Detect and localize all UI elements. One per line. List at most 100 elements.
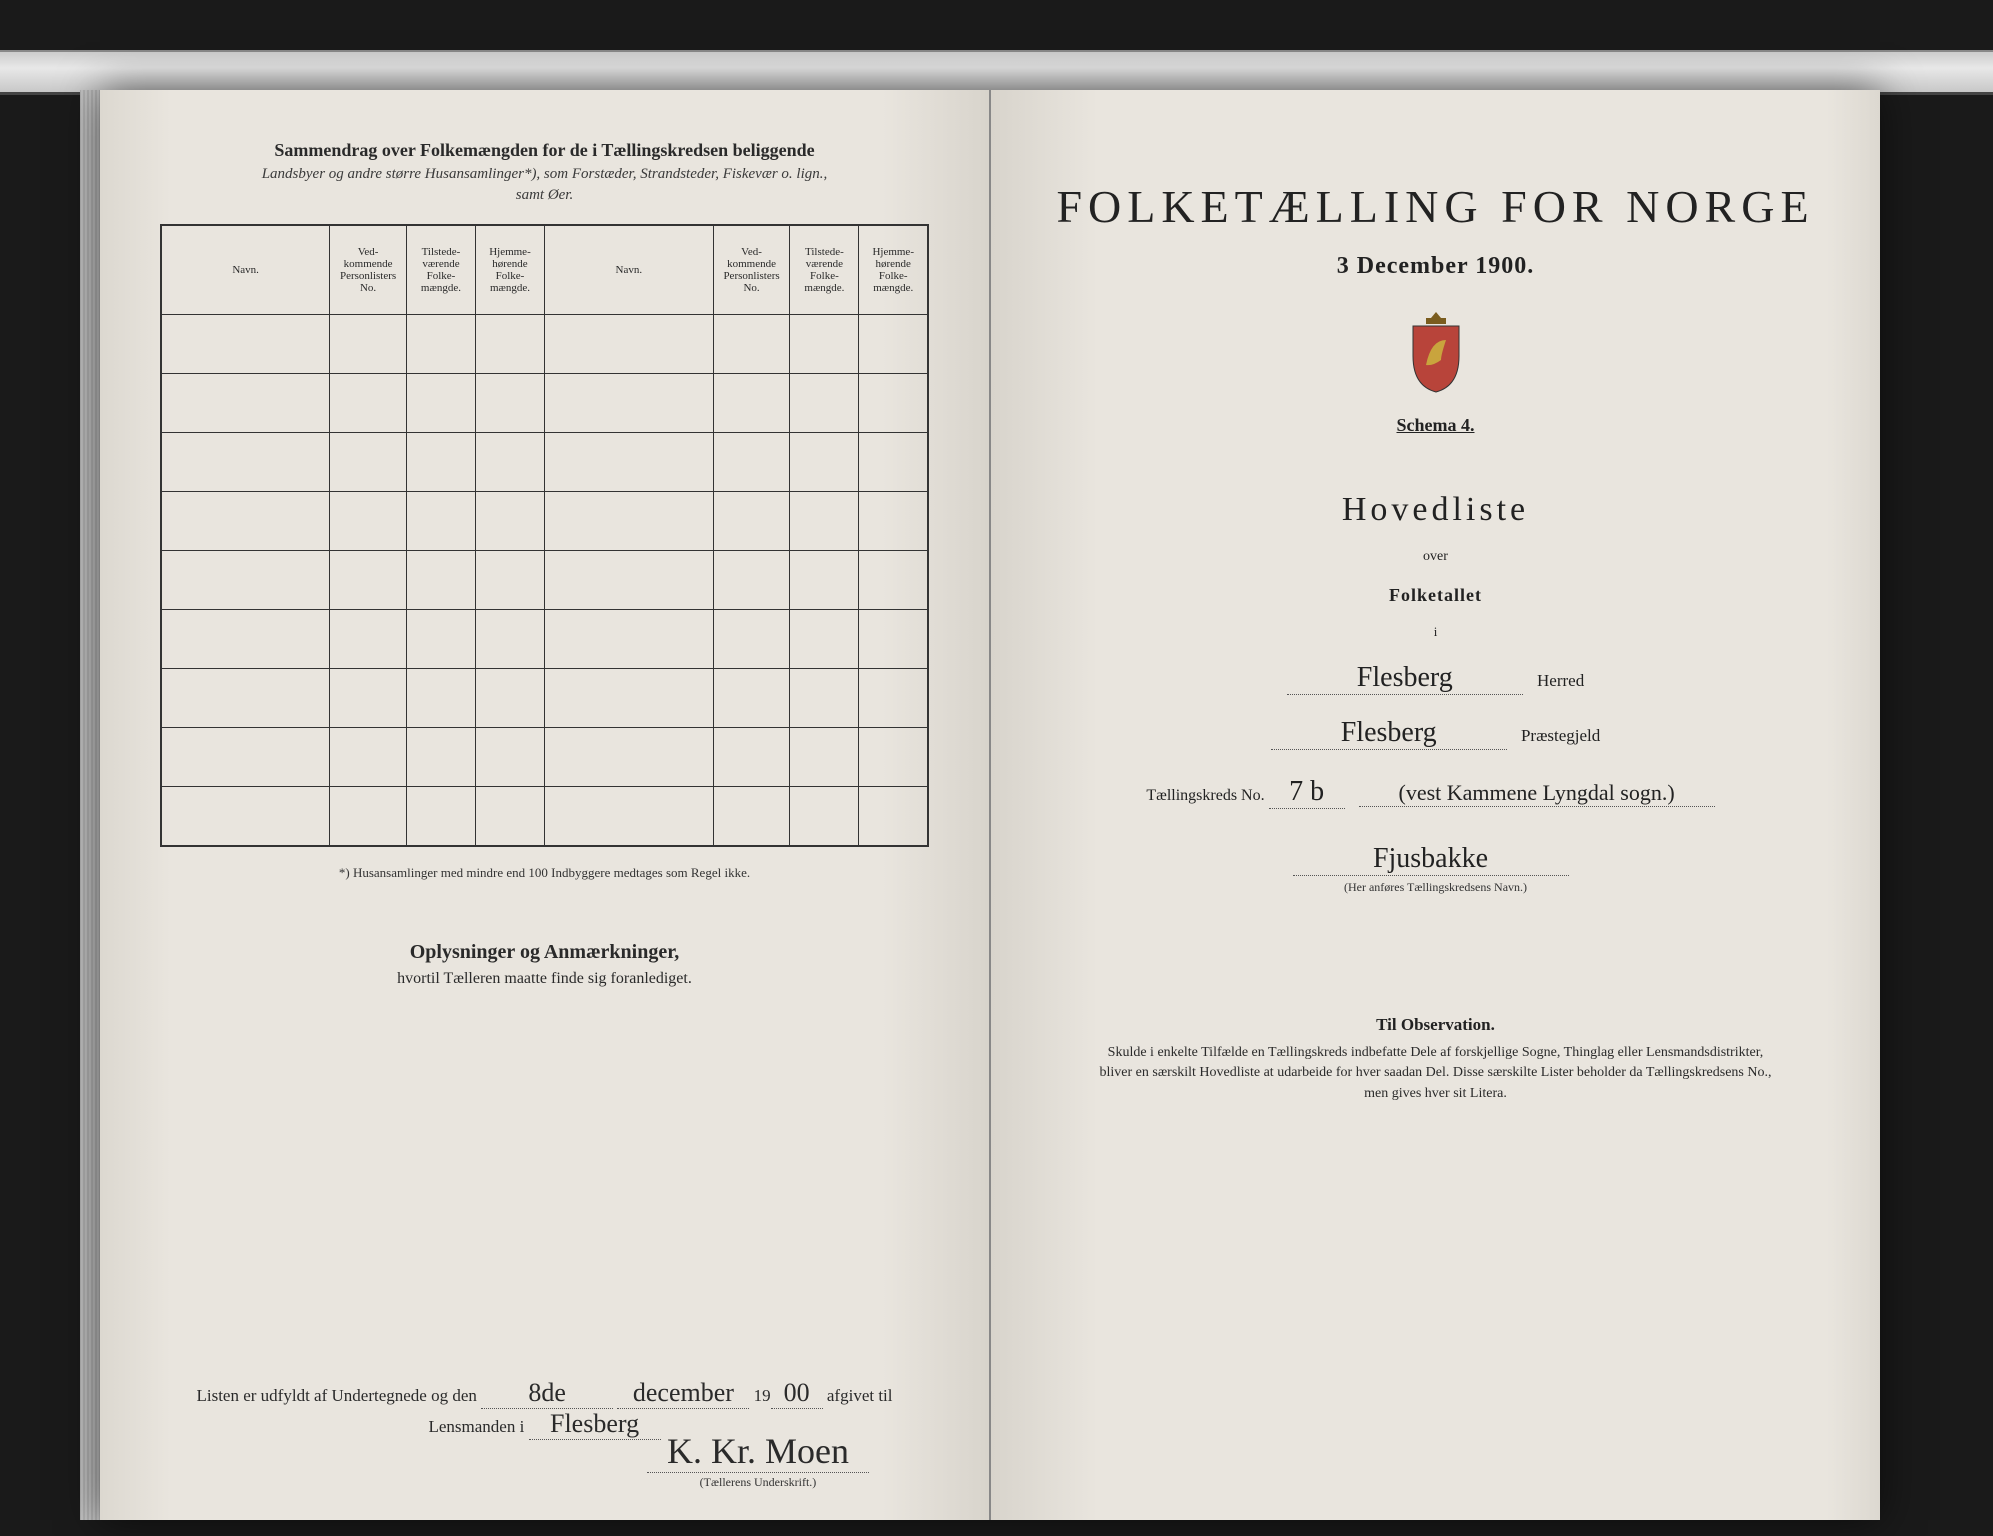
tk-note: (Her anføres Tællingskredsens Navn.) (1051, 880, 1820, 895)
tk-paren: (vest Kammene Lyngdal sogn.) (1359, 780, 1715, 807)
table-column-header: Navn. (161, 225, 330, 315)
table-row (161, 610, 928, 669)
tk-label: Tællingskreds No. (1146, 787, 1264, 804)
signing-prefix: Listen er udfyldt af Undertegnede og den (196, 1386, 476, 1405)
table-cell (859, 374, 928, 433)
left-subheader-2: samt Øer. (160, 187, 929, 204)
table-cell (475, 787, 544, 847)
table-cell (544, 551, 713, 610)
table-cell (406, 669, 475, 728)
signature: K. Kr. Moen (647, 1430, 869, 1473)
table-cell (713, 374, 790, 433)
tk-name: Fjusbakke (1293, 843, 1569, 876)
page-edges (80, 90, 100, 1520)
table-cell (330, 433, 407, 492)
signing-month: december (617, 1378, 749, 1409)
table-cell (161, 374, 330, 433)
table-cell (406, 787, 475, 847)
table-cell (790, 433, 859, 492)
table-cell (161, 787, 330, 847)
table-cell (161, 492, 330, 551)
table-cell (475, 492, 544, 551)
prestegjeld-label: Præstegjeld (1521, 726, 1600, 745)
table-cell (859, 433, 928, 492)
table-cell (859, 551, 928, 610)
table-cell (790, 315, 859, 374)
left-page: Sammendrag over Folkemængden for de i Tæ… (100, 90, 991, 1520)
table-cell (475, 374, 544, 433)
table-cell (790, 551, 859, 610)
signature-label: (Tællerens Underskrift.) (647, 1475, 869, 1490)
observation-title: Til Observation. (1051, 1015, 1820, 1035)
table-row (161, 315, 928, 374)
table-cell (161, 610, 330, 669)
tk-name-row: Fjusbakke (Her anføres Tællingskredsens … (1051, 843, 1820, 895)
folketallet-label: Folketallet (1051, 585, 1820, 606)
table-cell (544, 610, 713, 669)
census-table: Navn.Ved-kommendePersonlistersNo.Tilsted… (160, 224, 929, 847)
table-cell (790, 728, 859, 787)
table-cell (790, 492, 859, 551)
table-cell (161, 315, 330, 374)
table-cell (406, 728, 475, 787)
table-cell (475, 669, 544, 728)
table-cell (330, 492, 407, 551)
prestegjeld-value: Flesberg (1271, 717, 1507, 750)
table-cell (859, 492, 928, 551)
table-cell (161, 669, 330, 728)
footnote: *) Husansamlinger med mindre end 100 Ind… (160, 865, 929, 881)
crest-icon (1401, 310, 1471, 395)
table-cell (859, 315, 928, 374)
signing-day: 8de (481, 1378, 613, 1409)
herred-label: Herred (1537, 671, 1584, 690)
table-cell (475, 728, 544, 787)
table-row (161, 669, 928, 728)
left-header: Sammendrag over Folkemængden for de i Tæ… (160, 140, 929, 161)
herred-value: Flesberg (1287, 662, 1523, 695)
table-column-header: Ved-kommendePersonlistersNo. (330, 225, 407, 315)
table-column-header: Hjemme-hørendeFolke-mængde. (475, 225, 544, 315)
table-cell (475, 433, 544, 492)
table-cell (330, 315, 407, 374)
table-cell (790, 669, 859, 728)
table-cell (713, 433, 790, 492)
table-cell (406, 492, 475, 551)
signing-year-fill: 00 (771, 1378, 823, 1409)
table-cell (406, 315, 475, 374)
table-cell (330, 551, 407, 610)
schema-label: Schema 4. (1051, 415, 1820, 436)
table-cell (406, 433, 475, 492)
table-cell (859, 669, 928, 728)
oplysninger-header: Oplysninger og Anmærkninger, (160, 941, 929, 964)
table-cell (790, 787, 859, 847)
table-cell (713, 492, 790, 551)
table-cell (544, 669, 713, 728)
table-cell (790, 374, 859, 433)
table-row (161, 433, 928, 492)
table-cell (713, 728, 790, 787)
table-column-header: Tilstede-værendeFolke-mængde. (790, 225, 859, 315)
right-page: FOLKETÆLLING FOR NORGE 3 December 1900. … (991, 90, 1880, 1520)
table-cell (475, 551, 544, 610)
table-cell (713, 551, 790, 610)
table-cell (790, 610, 859, 669)
signing-place: Flesberg (529, 1409, 661, 1440)
table-row (161, 787, 928, 847)
table-cell (859, 728, 928, 787)
table-cell (859, 610, 928, 669)
table-column-header: Ved-kommendePersonlistersNo. (713, 225, 790, 315)
scanner-frame (0, 50, 1993, 95)
table-cell (475, 610, 544, 669)
table-cell (161, 433, 330, 492)
prestegjeld-row: Flesberg Præstegjeld (1051, 717, 1820, 750)
i-label: i (1051, 624, 1820, 640)
table-cell (713, 610, 790, 669)
hovedliste-title: Hovedliste (1051, 491, 1820, 529)
table-cell (713, 669, 790, 728)
table-cell (161, 728, 330, 787)
table-column-header: Tilstede-værendeFolke-mængde. (406, 225, 475, 315)
table-cell (406, 374, 475, 433)
table-cell (330, 787, 407, 847)
table-cell (544, 728, 713, 787)
date-line: 3 December 1900. (1051, 253, 1820, 280)
